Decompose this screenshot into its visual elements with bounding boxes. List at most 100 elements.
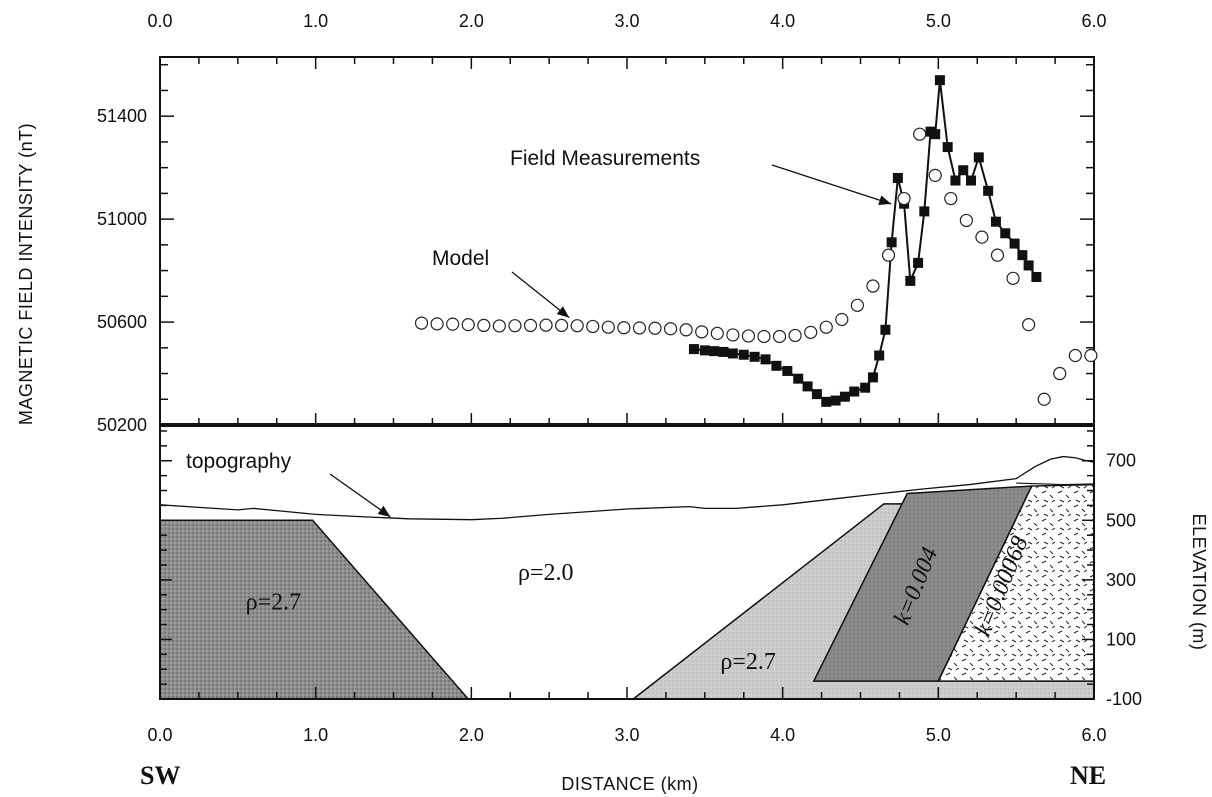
- model-point: [617, 321, 631, 335]
- model-point: [1006, 271, 1020, 285]
- y-tick-label-elevation: 500: [1106, 510, 1136, 530]
- field-measurement-point: [793, 373, 804, 384]
- model-point: [710, 326, 724, 340]
- model-point: [461, 318, 475, 332]
- model-point: [772, 329, 787, 344]
- x-tick-label-top: 2.0: [459, 11, 484, 31]
- field-measurement-point: [727, 348, 738, 359]
- field-measurement-point: [802, 381, 813, 392]
- series-field-measurements: [688, 75, 1042, 407]
- model-point: [523, 318, 538, 333]
- geologic-bodies: ρ=2.7ρ=2.0ρ=2.7k=0.004 k=0.00068: [159, 483, 1095, 700]
- model-point: [648, 321, 662, 335]
- model-point: [866, 279, 880, 293]
- model-point: [897, 191, 911, 206]
- field-measurement-point: [709, 346, 720, 357]
- model-point: [944, 191, 958, 206]
- model-point: [726, 328, 740, 342]
- model-point: [586, 319, 600, 334]
- x-tick-label-bottom: 1.0: [303, 725, 328, 745]
- annotation-field-measurements: Field Measurements: [510, 147, 700, 170]
- field-measurement-point: [973, 152, 984, 163]
- model-arrow-line: [511, 271, 570, 319]
- field-measurement-point: [942, 142, 953, 153]
- model-point: [679, 323, 693, 337]
- topography-arrow-line: [329, 473, 391, 518]
- field-measurement-point: [919, 206, 930, 217]
- field-measurement-point: [1009, 238, 1020, 249]
- series-model: [414, 127, 1098, 406]
- model-point: [601, 320, 615, 334]
- topography-arrow-head: [377, 505, 391, 517]
- field-measurement-point: [913, 257, 924, 268]
- field-measurement-point: [1017, 250, 1028, 261]
- field-measurement-point: [688, 344, 699, 355]
- x-tick-label-bottom: 5.0: [926, 725, 951, 745]
- field-measurement-point: [958, 165, 969, 176]
- model-point: [508, 319, 522, 333]
- body-polygon-0: [159, 519, 470, 700]
- model-point: [477, 318, 491, 333]
- model-point: [1068, 348, 1082, 363]
- field-measurement-point: [782, 365, 793, 376]
- model-point: [804, 325, 818, 339]
- field-measurement-point: [930, 129, 941, 140]
- y-tick-label-magnetic: 51000: [97, 209, 147, 229]
- direction-label-ne: NE: [1070, 761, 1106, 790]
- field-measurement-point: [905, 275, 916, 286]
- annotation-model: Model: [432, 247, 489, 270]
- x-tick-label-top: 4.0: [770, 11, 795, 31]
- body-label-0: ρ=2.7: [246, 590, 302, 616]
- model-point: [570, 319, 584, 333]
- field-measurement-point: [874, 350, 885, 361]
- field-measurement-point: [950, 175, 961, 186]
- model-point: [555, 318, 569, 333]
- field-measurement-point: [966, 175, 977, 186]
- x-axis-title: DISTANCE (km): [561, 774, 698, 794]
- magnetic-plot-frame: [159, 56, 1095, 426]
- model-point: [1053, 366, 1067, 381]
- y-axis-title-elevation: ELEVATION (m): [1189, 514, 1209, 651]
- field-measurement-point: [1000, 228, 1011, 239]
- y-tick-label-elevation: -100: [1106, 689, 1142, 709]
- field-measurement-point: [860, 382, 871, 393]
- field-measurement-point: [771, 360, 782, 371]
- field-measurement-point: [749, 351, 760, 362]
- body-label-2: ρ=2.7: [720, 649, 776, 675]
- field-measurement-point: [811, 389, 822, 400]
- body-label-1: ρ=2.0: [518, 560, 574, 586]
- y-tick-label-elevation: 100: [1106, 629, 1136, 649]
- model-point: [663, 322, 678, 336]
- model-point: [835, 312, 849, 327]
- field-measurement-point: [1023, 260, 1034, 271]
- annotations: Field Measurements Model topography: [186, 147, 892, 518]
- model-point: [913, 127, 927, 141]
- field-measurement-point: [880, 324, 891, 335]
- field-measurement-point: [699, 345, 710, 356]
- model-point: [1022, 318, 1036, 332]
- model-point: [881, 248, 896, 262]
- model-point: [975, 230, 989, 244]
- y-tick-label-elevation: 300: [1106, 570, 1136, 590]
- field-measurement-point: [830, 395, 841, 406]
- x-tick-label-top: 3.0: [614, 11, 639, 31]
- x-tick-label-bottom: 2.0: [459, 725, 484, 745]
- y-tick-label-magnetic: 50200: [97, 415, 147, 435]
- model-point: [850, 298, 864, 312]
- y-tick-label-magnetic: 50600: [97, 312, 147, 332]
- topography-line: [159, 455, 1095, 521]
- field-measurement-point: [867, 372, 878, 383]
- model-point: [632, 321, 647, 335]
- axis-ticks: [159, 57, 1095, 700]
- y-tick-label-magnetic: 51400: [97, 106, 147, 126]
- model-point: [757, 329, 771, 344]
- x-tick-label-bottom: 6.0: [1081, 725, 1106, 745]
- y-axis-title-magnetic: MAGNETIC FIELD INTENSITY (nT): [16, 123, 36, 425]
- x-tick-label-bottom: 3.0: [614, 725, 639, 745]
- model-point: [430, 317, 444, 331]
- field-measurement-point: [990, 216, 1001, 227]
- field-measurements-arrow-head: [878, 195, 892, 205]
- model-point: [819, 320, 833, 334]
- tick-labels: 0.0 1.0 2.0 3.0 4.0 5.0 6.0 0.0 1.0 2.0 3.0 4.0 5.0 6…: [97, 11, 1142, 745]
